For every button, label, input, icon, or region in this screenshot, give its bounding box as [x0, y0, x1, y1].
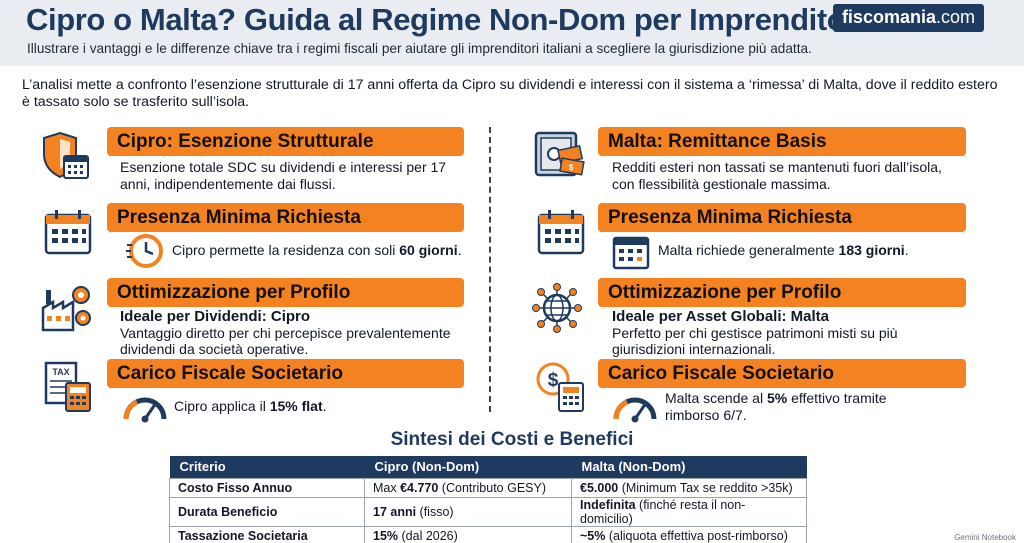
- malta-remittance-text: Redditi esteri non tassati se mantenuti …: [612, 159, 942, 192]
- gauge-icon: [613, 397, 657, 423]
- criterion-cell: Tassazione Societaria: [169, 526, 365, 543]
- table-header-malta: Malta (Non-Dom): [571, 456, 807, 478]
- table-header-criterion: Criterio: [169, 456, 365, 478]
- malta-cell: €5.000 (Minimum Tax se reddito >35k): [571, 477, 807, 498]
- column-divider: [489, 127, 491, 412]
- svg-text:$: $: [548, 370, 559, 391]
- cyprus-presence-text: Cipro permette la residenza con soli 60 …: [172, 242, 462, 258]
- globe-network-icon: [532, 283, 582, 333]
- cyprus-cell: 17 anni (fisso): [364, 497, 572, 527]
- table-row: Durata Beneficio 17 anni (fisso) Indefin…: [169, 497, 807, 527]
- summary-table-title: Sintesi dei Costi e Benefici: [390, 429, 634, 450]
- clock-icon: [126, 234, 163, 268]
- cyprus-tax-text: Cipro applica il 15% flat.: [174, 398, 327, 414]
- calendar-icon: [537, 210, 585, 255]
- cyprus-cell: Max €4.770 (Contributo GESY): [364, 477, 572, 498]
- table-row: Tassazione Societaria 15% (dal 2026) ~5%…: [169, 526, 807, 543]
- gauge-icon: [123, 397, 167, 423]
- calendar-icon: [44, 210, 92, 255]
- page-title: Cipro o Malta? Guida al Regime Non-Dom p…: [26, 2, 866, 37]
- cyprus-profile-text: Ideale per Dividendi: Cipro Vantaggio dir…: [120, 308, 470, 358]
- table-row: Costo Fisso Annuo Max €4.770 (Contributo…: [169, 477, 807, 498]
- dollar-calculator-icon: $: [536, 362, 584, 412]
- header-banner: Cipro o Malta? Guida al Regime Non-Dom p…: [0, 0, 1024, 66]
- calendar-small-icon: [612, 236, 650, 270]
- malta-remittance-header: Malta: Remittance Basis: [598, 127, 966, 156]
- criterion-cell: Costo Fisso Annuo: [169, 477, 365, 498]
- malta-profile-strong: Ideale per Asset Globali: Malta: [612, 308, 830, 325]
- brand-tld: .com: [935, 7, 975, 27]
- malta-presence-text: Malta richiede generalmente 183 giorni.: [658, 242, 909, 258]
- table-header-row: Criterio Cipro (Non-Dom) Malta (Non-Dom): [169, 456, 807, 478]
- cyprus-presence-header: Presenza Minima Richiesta: [107, 203, 464, 232]
- malta-tax-text: Malta scende al 5% effettivo tramite rim…: [665, 390, 887, 423]
- cyprus-cell: 15% (dal 2026): [364, 526, 572, 543]
- page-subtitle: Illustrare i vantaggi e le differenze ch…: [27, 41, 812, 56]
- factory-gear-icon: [41, 286, 91, 332]
- malta-profile-text: Ideale per Asset Globali: Malta Perfetto …: [612, 308, 962, 358]
- cyprus-exemption-header: Cipro: Esenzione Strutturale: [107, 127, 464, 156]
- cyprus-profile-strong: Ideale per Dividendi: Cipro: [120, 308, 311, 325]
- safe-money-icon: $: [534, 131, 585, 177]
- cyprus-exemption-text: Esenzione totale SDC su dividendi e inte…: [120, 159, 447, 192]
- cyprus-tax-header: Carico Fiscale Societario: [107, 359, 464, 388]
- malta-cell: ~5% (aliquota effettiva post-rimborso): [571, 526, 807, 543]
- tax-calculator-icon: TAX: [44, 361, 91, 412]
- shield-calendar-icon: [43, 131, 89, 179]
- brand-logo[interactable]: fiscomania.com: [832, 4, 984, 32]
- cyprus-profile-header: Ottimizzazione per Profilo: [107, 278, 464, 307]
- svg-text:TAX: TAX: [52, 367, 69, 377]
- intro-text: L’analisi mette a confronto l’esenzione …: [22, 77, 998, 110]
- malta-profile-header: Ottimizzazione per Profilo: [598, 278, 966, 307]
- criterion-cell: Durata Beneficio: [169, 497, 365, 527]
- footer-watermark: Gemini Notebook: [954, 533, 1016, 542]
- summary-table: Criterio Cipro (Non-Dom) Malta (Non-Dom)…: [169, 456, 807, 543]
- table-header-cyprus: Cipro (Non-Dom): [364, 456, 572, 478]
- brand-name: fiscomania: [841, 7, 936, 27]
- malta-cell: Indefinita (finché resta il non-domicili…: [571, 497, 807, 527]
- svg-text:$: $: [569, 163, 574, 172]
- malta-presence-header: Presenza Minima Richiesta: [598, 203, 966, 232]
- malta-tax-header: Carico Fiscale Societario: [598, 359, 966, 388]
